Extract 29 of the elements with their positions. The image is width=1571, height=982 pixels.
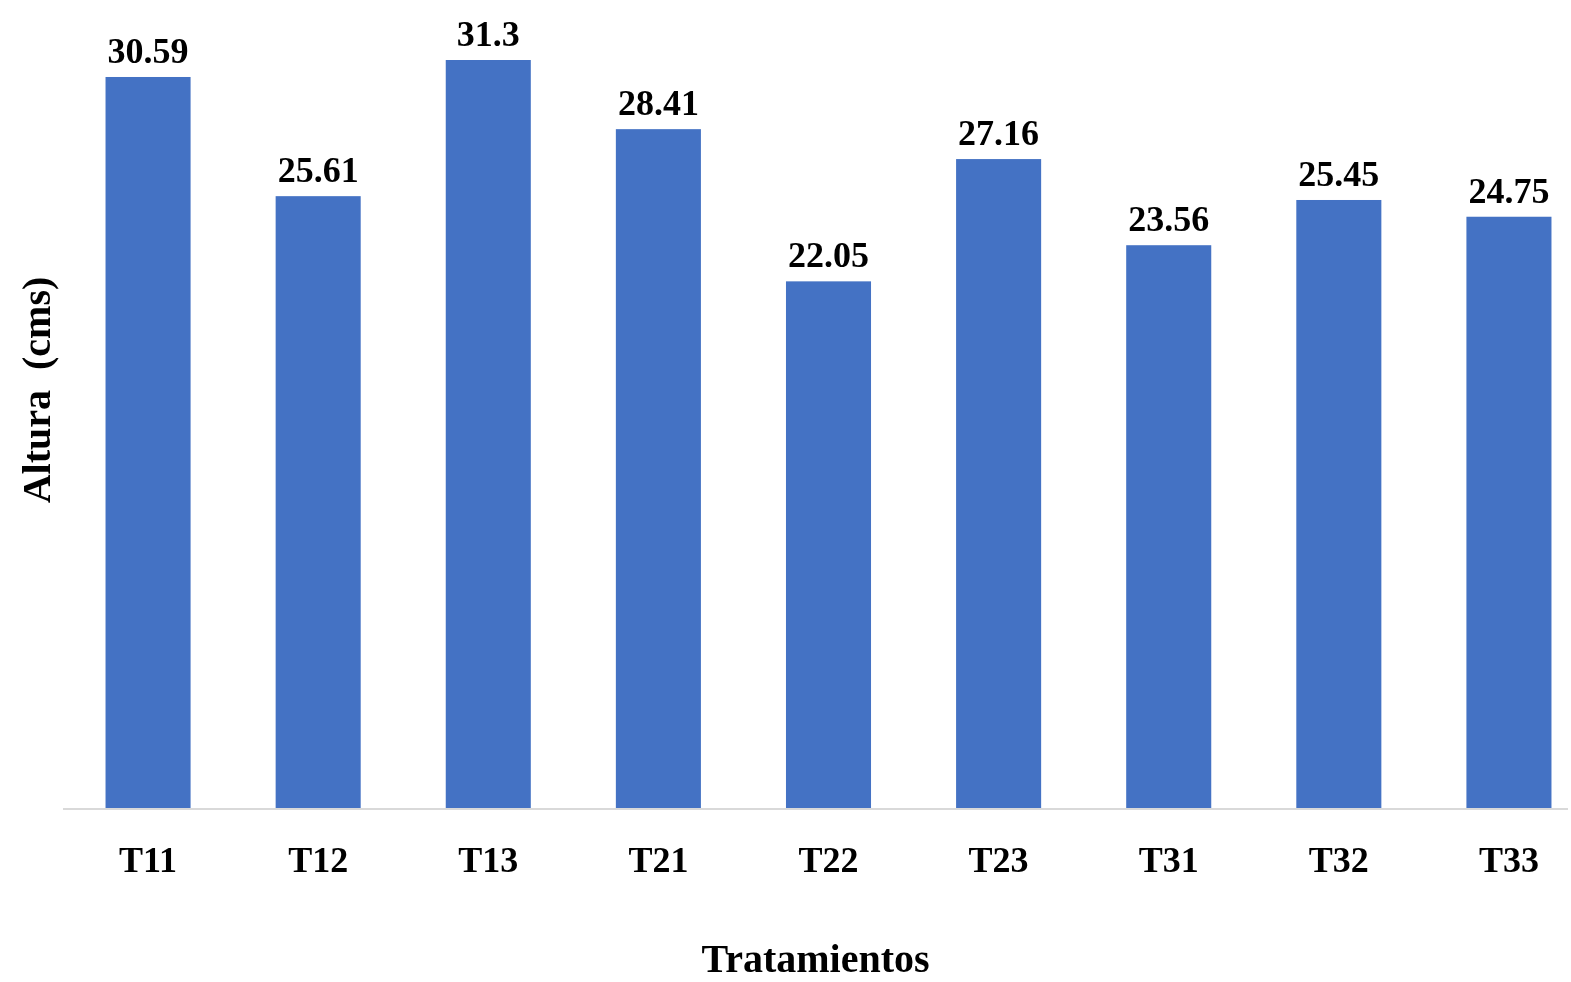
bar xyxy=(615,129,701,809)
x-tick-label: T31 xyxy=(1138,840,1199,880)
x-tick-label: T12 xyxy=(288,840,349,880)
data-label: 24.75 xyxy=(1468,170,1550,211)
data-label: 31.3 xyxy=(456,14,520,54)
x-tick-label: T22 xyxy=(798,840,859,880)
bar xyxy=(445,60,531,809)
data-label: 22.05 xyxy=(788,235,869,276)
data-label: 28.41 xyxy=(617,83,699,124)
x-tick-label: T32 xyxy=(1308,840,1369,880)
bar xyxy=(1126,245,1212,809)
data-label: 25.45 xyxy=(1298,153,1380,194)
bar xyxy=(956,159,1042,809)
data-label: 27.16 xyxy=(958,113,1040,154)
x-tick-label: T13 xyxy=(458,840,519,880)
data-label: 30.59 xyxy=(107,30,189,71)
data-label: 25.61 xyxy=(277,150,359,191)
data-label: 23.56 xyxy=(1128,199,1210,240)
x-tick-label: T11 xyxy=(119,840,178,880)
x-axis-title: Tratamientos xyxy=(701,936,930,981)
bar xyxy=(105,76,191,809)
bar xyxy=(1296,199,1382,809)
y-axis-title: Altura (cms) xyxy=(14,276,59,504)
x-tick-label: T33 xyxy=(1478,840,1539,880)
x-tick-label: T21 xyxy=(628,840,689,880)
bar xyxy=(785,281,872,809)
x-tick-label: T23 xyxy=(968,840,1029,880)
bar xyxy=(275,196,361,809)
bar xyxy=(1466,216,1552,809)
